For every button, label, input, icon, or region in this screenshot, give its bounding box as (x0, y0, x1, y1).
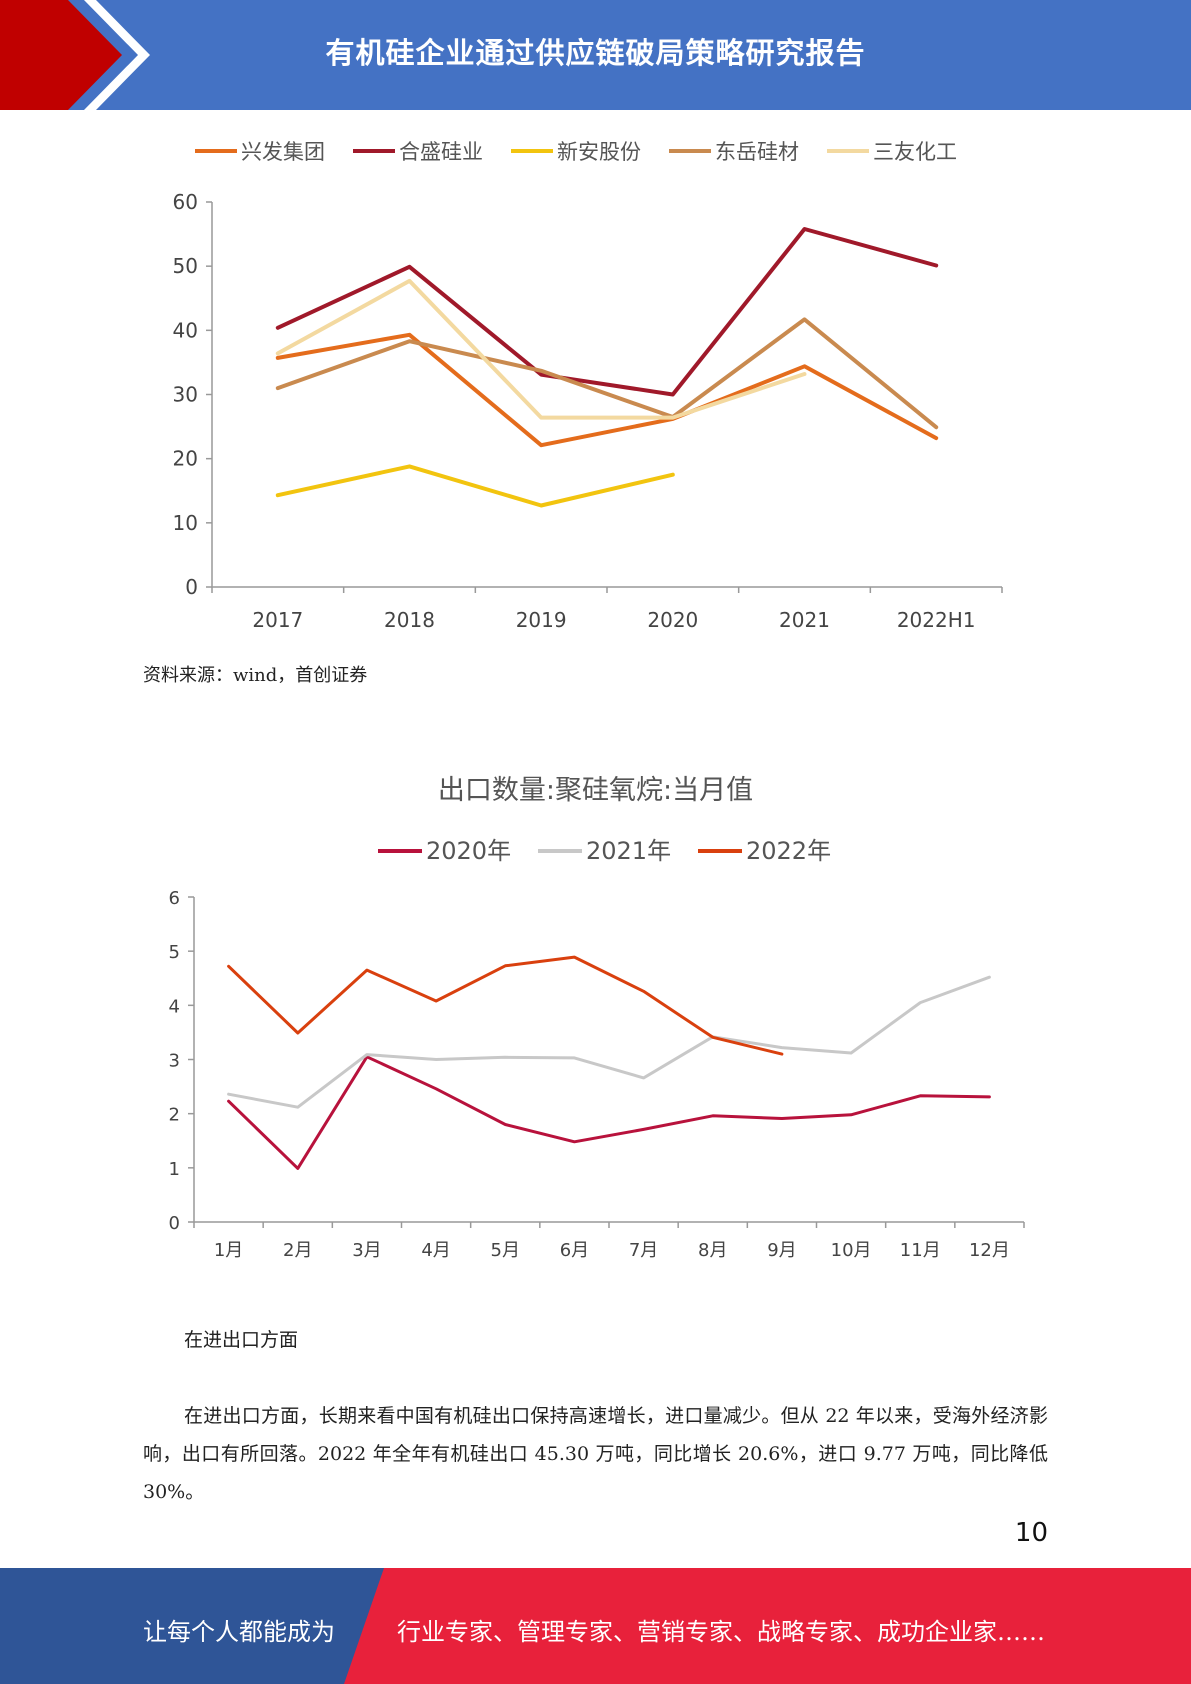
y-tick-label: 6 (169, 888, 180, 909)
y-tick-label: 60 (173, 190, 198, 214)
report-title: 有机硅企业通过供应链破局策略研究报告 (325, 36, 866, 70)
x-tick-label: 2022H1 (897, 608, 976, 632)
x-tick-label: 11月 (900, 1240, 941, 1261)
body-paragraph: 在进出口方面，长期来看中国有机硅出口保持高速增长，进口量减少。但从 22 年以来… (143, 1405, 1048, 1503)
legend-label: 新安股份 (557, 140, 641, 164)
section-heading: 在进出口方面 (184, 1329, 299, 1351)
legend-label: 2021年 (586, 837, 671, 865)
x-tick-label: 9月 (767, 1240, 796, 1261)
x-tick-label: 3月 (352, 1240, 381, 1261)
x-tick-label: 8月 (698, 1240, 727, 1261)
x-tick-label: 2018 (384, 608, 435, 632)
series-line (275, 464, 675, 508)
y-tick-label: 50 (173, 254, 198, 278)
series-line (227, 1055, 991, 1170)
y-tick-label: 20 (173, 447, 198, 471)
x-tick-label: 5月 (491, 1240, 520, 1261)
y-tick-label: 0 (185, 575, 198, 599)
x-tick-label: 12月 (969, 1240, 1010, 1261)
series-line (275, 227, 939, 397)
legend-label: 东岳硅材 (715, 140, 799, 164)
x-tick-label: 7月 (629, 1240, 658, 1261)
y-tick-label: 3 (169, 1051, 180, 1072)
header-arrow-decoration (0, 0, 150, 110)
legend-label: 三友化工 (873, 140, 957, 164)
x-tick-label: 2月 (283, 1240, 312, 1261)
footer-background (0, 1568, 1191, 1684)
footer-slogan-right: 行业专家、管理专家、营销专家、战略专家、成功企业家…… (397, 1618, 1045, 1646)
x-tick-label: 2017 (252, 608, 303, 632)
y-tick-label: 1 (169, 1159, 180, 1180)
y-tick-label: 30 (173, 383, 198, 407)
company-line-chart: 兴发集团 合盛硅业 新安股份 东岳硅材 三友化工 0 10 20 30 40 50 60 2017 201… (173, 140, 1003, 632)
legend-label: 兴发集团 (241, 140, 325, 164)
export-chart-title: 出口数量:聚硅氧烷:当月值 (437, 775, 754, 806)
y-tick-label: 10 (173, 511, 198, 535)
x-tick-label: 4月 (421, 1240, 450, 1261)
page-footer: 让每个人都能成为 行业专家、管理专家、营销专家、战略专家、成功企业家…… (0, 1568, 1191, 1684)
series-line (275, 278, 807, 420)
series-line (275, 317, 939, 430)
y-tick-label: 0 (169, 1213, 180, 1234)
legend-label: 2020年 (426, 837, 511, 865)
page-number: 10 (1014, 1518, 1048, 1548)
footer-slogan-left: 让每个人都能成为 (143, 1618, 335, 1646)
y-tick-label: 2 (169, 1105, 180, 1126)
series-line (275, 332, 939, 448)
legend-label: 2022年 (746, 837, 831, 865)
legend-label: 合盛硅业 (399, 140, 483, 164)
y-tick-label: 4 (169, 996, 180, 1017)
series-line (227, 975, 991, 1109)
export-line-chart: 2020年 2021年 2022年 0 1 2 3 4 5 6 1月 2月 3月 4月 5月 6月 7月 8月 9月… (169, 837, 1025, 1261)
page-header: 有机硅企业通过供应链破局策略研究报告 (0, 0, 1191, 110)
x-tick-label: 2019 (516, 608, 567, 632)
x-tick-label: 2021 (779, 608, 830, 632)
x-tick-label: 2020 (647, 608, 698, 632)
source-note: 资料来源：wind，首创证券 (143, 665, 368, 686)
y-tick-label: 5 (169, 942, 180, 963)
y-tick-label: 40 (173, 318, 198, 342)
series-line (227, 955, 784, 1056)
x-tick-label: 6月 (560, 1240, 589, 1261)
x-tick-label: 1月 (214, 1240, 243, 1261)
x-tick-label: 10月 (831, 1240, 872, 1261)
